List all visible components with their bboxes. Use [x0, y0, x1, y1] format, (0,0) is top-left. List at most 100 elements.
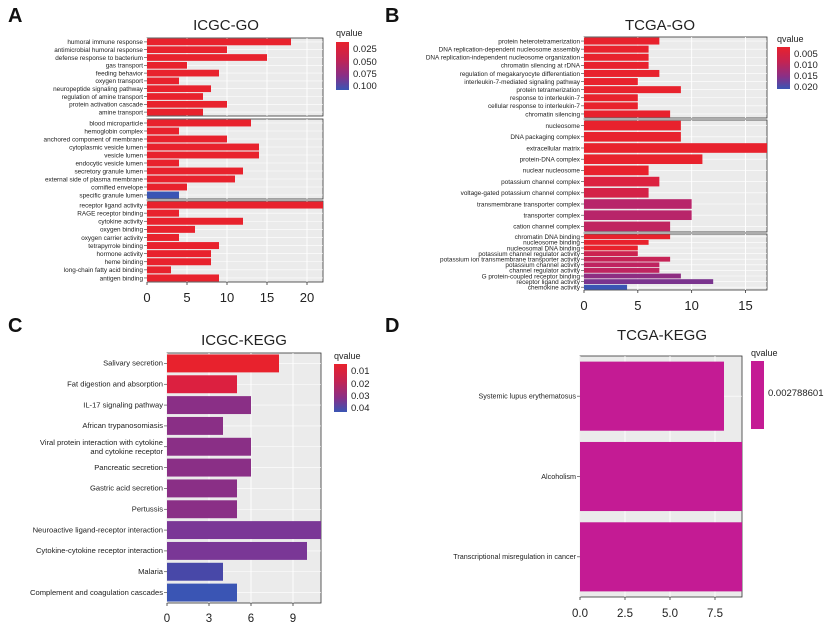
- panel-a-category-label: cytokine activity: [98, 219, 144, 226]
- panel-b-bar: [584, 37, 660, 45]
- panel-b-bar: [584, 61, 649, 69]
- panel-d-bar: [580, 361, 724, 431]
- panel-b-category-label: DNA replication-independent nucleosome o…: [426, 55, 581, 62]
- panel-b-legend-tick: 0.005: [794, 49, 818, 60]
- panel-d-x-tick-label: 2.5: [617, 608, 633, 620]
- panel-c-legend-tick: 0.03: [351, 391, 370, 402]
- panel-a-bar: [147, 119, 251, 127]
- panel-b-bar: [584, 86, 681, 94]
- panel-b-bar: [584, 284, 628, 290]
- panel-b-bar: [584, 279, 714, 285]
- panel-b-bar: [584, 69, 660, 77]
- panel-b-category-label: potassium channel regulator activity: [478, 251, 580, 258]
- panel-b-category-label: receptor ligand activity: [516, 279, 580, 286]
- panel-d-x-tick-label: 0.0: [572, 608, 588, 620]
- panel-b-category-label: protein heterotetramerization: [498, 38, 580, 45]
- panel-a-bar: [147, 167, 243, 175]
- panel-b-category-label: chromatin silencing: [525, 111, 580, 118]
- panel-a-bar: [147, 38, 291, 46]
- panel-b-bar: [584, 176, 660, 187]
- panel-c-category-label-line: Viral protein interaction with cytokine: [40, 438, 163, 447]
- panel-b-category-label: channel regulator activity: [509, 268, 580, 275]
- panel-b-category-label: potassium ion transmembrane transporter …: [440, 257, 581, 264]
- panel-b-bar: [584, 110, 671, 118]
- panel-a-bar: [147, 61, 187, 69]
- panel-c-bar: [167, 375, 237, 394]
- panel-b-category-label: DNA packaging complex: [510, 134, 580, 141]
- panel-d-legend-tick: 0.002788601: [768, 388, 823, 399]
- panel-a-bar: [147, 242, 219, 250]
- panel-c-category-label: Cytokine-cytokine receptor interaction: [36, 546, 163, 555]
- panel-a-x-tick-label: 10: [220, 290, 234, 305]
- panel-a-title: ICGC-GO: [193, 17, 259, 34]
- panel-a-x-tick-label: 15: [260, 290, 274, 305]
- panel-a-label: A: [8, 5, 22, 27]
- panel-c-bar: [167, 458, 251, 477]
- panel-a-bar: [147, 250, 211, 258]
- panel-a-category-label: oxygen transport: [95, 78, 143, 85]
- panel-a-bar: [147, 175, 235, 183]
- panel-a-category-label: tetrapyrrole binding: [88, 243, 143, 250]
- panel-a-category-label: secretory granule lumen: [74, 168, 143, 175]
- panel-d-x-tick-label: 7.5: [707, 608, 723, 620]
- panel-c-bar: [167, 416, 223, 435]
- panel-b-bar: [584, 120, 681, 131]
- panel-b-bar: [584, 165, 649, 176]
- panel-c-bar: [167, 354, 279, 373]
- panel-c-plot: Salivary secretion Fat digestion and abso…: [30, 352, 322, 625]
- panel-c-bar: [167, 541, 307, 560]
- panel-b-bar: [584, 131, 681, 142]
- panel-b-bar: [584, 256, 671, 262]
- panel-b-bar: [584, 143, 767, 153]
- panel-b-facet: protein heterotetramerization DNA replica…: [426, 36, 768, 119]
- panel-c-x-tick-label: 3: [206, 613, 212, 625]
- panel-a-bar: [147, 77, 179, 85]
- panel-b-category-label: cellular response to interleukin-7: [488, 103, 580, 110]
- panel-b-bar: [584, 251, 638, 257]
- panel-a-category-label: long-chain fatty acid binding: [64, 267, 144, 274]
- panel-c-bar: [167, 500, 237, 519]
- panel-a-bar: [147, 266, 171, 274]
- panel-a-legend: qvalue 0.025 0.050 0.075 0.100: [336, 28, 377, 92]
- panel-b-category-label: nucleosome: [546, 123, 581, 130]
- panel-b-category-label: response to interleukin-7: [510, 95, 580, 102]
- panel-d-facet: Systemic lupus erythematosus Alcoholism Tr…: [453, 355, 743, 598]
- panel-b-legend-tick: 0.010: [794, 60, 818, 71]
- panel-b-category-label: cation channel complex: [513, 224, 581, 231]
- panel-a-bar: [147, 191, 179, 199]
- panel-d-label: D: [385, 315, 399, 337]
- panel-b-x-tick-label: 10: [684, 298, 698, 313]
- panel-a-category-label: antimicrobial humoral response: [54, 47, 143, 54]
- panel-a-bar: [147, 54, 267, 61]
- panel-a-category-label: RAGE receptor binding: [77, 210, 143, 217]
- panel-d-colorbar: [751, 361, 764, 429]
- panel-c-bar: [167, 396, 251, 415]
- panel-a-bar: [147, 233, 179, 241]
- panel-c-bar: [167, 583, 237, 602]
- panel-a-category-label: anchored component of membrane: [44, 136, 144, 143]
- panel-d-x-tick-label: 5.0: [662, 608, 678, 620]
- panel-a-bar: [147, 127, 179, 135]
- panel-c-category-label: Pertussis: [132, 505, 163, 514]
- panel-c-category-label-line: and cytokine receptor: [90, 447, 163, 456]
- panel-a-category-label: cornified envelope: [91, 184, 143, 191]
- panel-d-legend-title: qvalue: [751, 348, 778, 358]
- panel-d-plot: Systemic lupus erythematosus Alcoholism Tr…: [453, 355, 743, 620]
- panel-b-title: TCGA-GO: [625, 17, 695, 34]
- panel-b-bar: [584, 53, 649, 61]
- panel-c: C ICGC-KEGG Salivary secretion Fat digest…: [8, 315, 370, 625]
- panel-b-legend-tick: 0.015: [794, 71, 818, 82]
- panel-b-category-label: chromatin DNA binding: [515, 234, 581, 241]
- panel-a-category-label: humoral immune response: [67, 39, 143, 46]
- panel-d-legend: qvalue 0.002788601: [751, 348, 823, 429]
- panel-a-bar: [147, 108, 203, 116]
- panel-b-plot: protein heterotetramerization DNA replica…: [426, 36, 768, 313]
- panel-b-bar: [584, 187, 649, 198]
- panel-b-facet: nucleosome DNA packaging complex extracell…: [461, 119, 768, 233]
- panel-c-category-label: Viral protein interaction with cytokine a…: [40, 438, 164, 456]
- panel-b-bar: [584, 210, 692, 221]
- panel-a-bar: [147, 135, 227, 143]
- panel-a-category-label: oxygen carrier activity: [81, 235, 144, 242]
- panel-b-bar: [584, 239, 649, 245]
